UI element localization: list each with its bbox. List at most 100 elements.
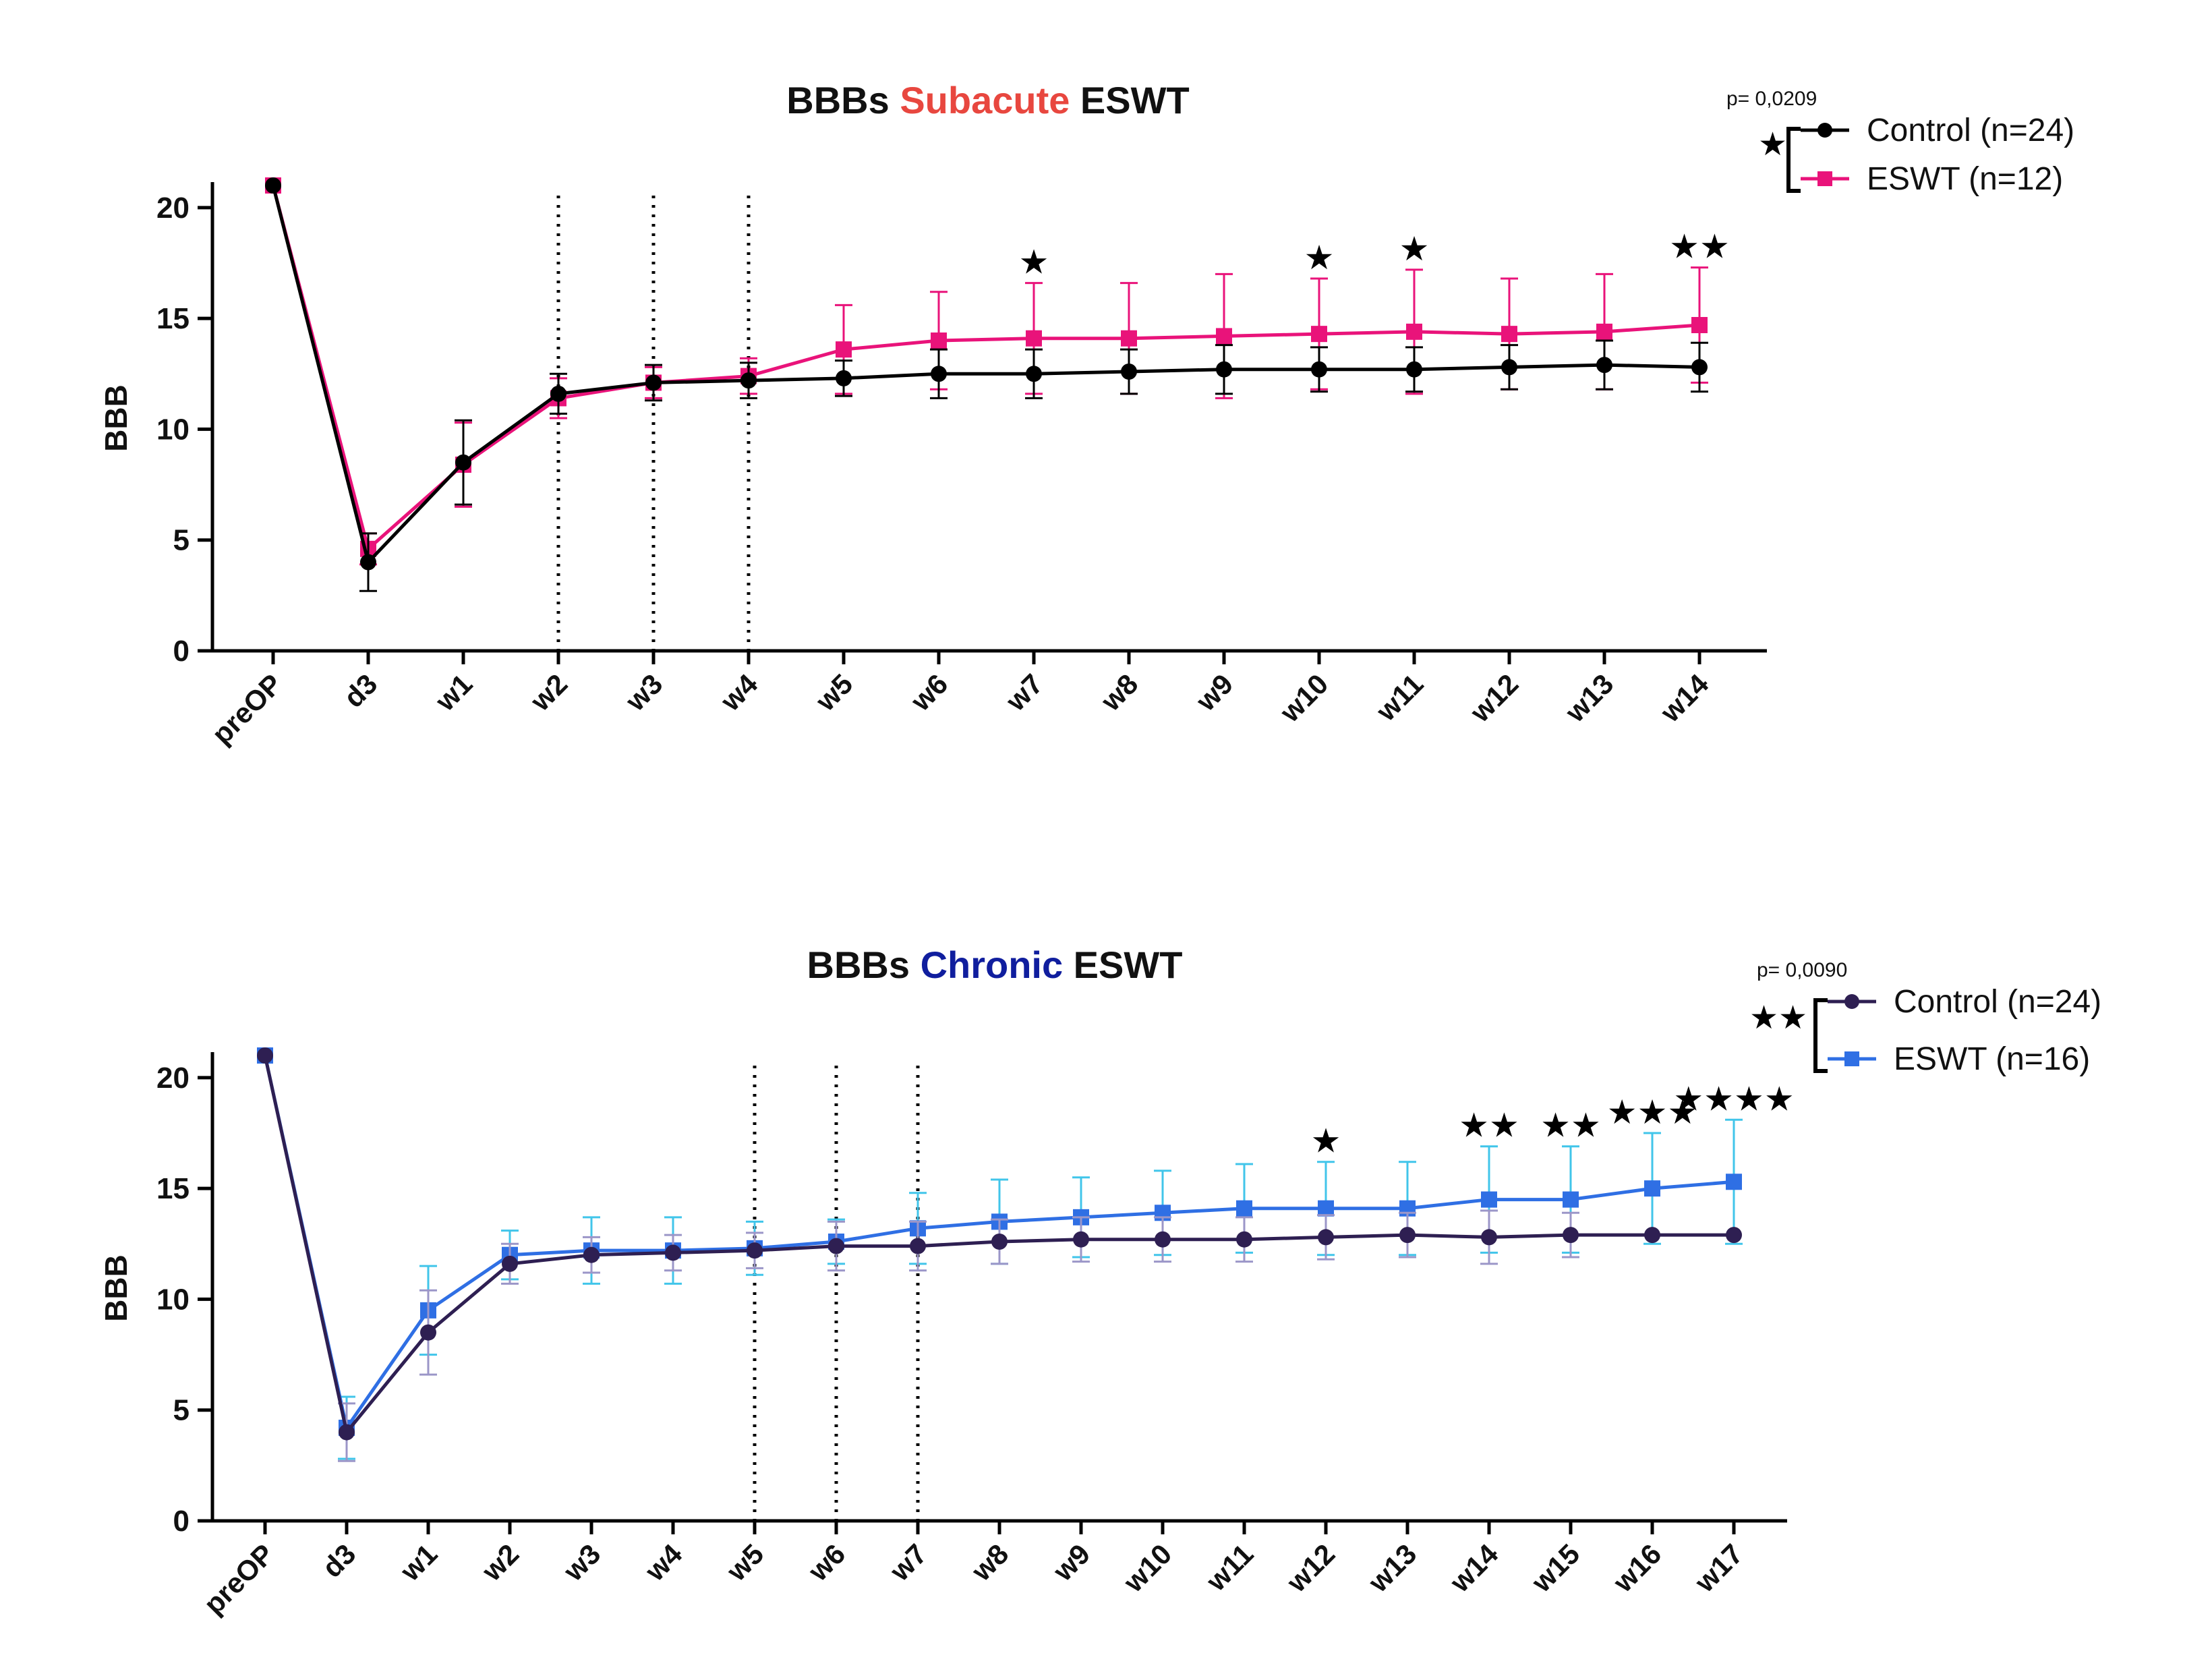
data-point xyxy=(747,1242,763,1259)
legend-label: ESWT (n=12) xyxy=(1867,161,2063,197)
significance-stars: ★★★★ xyxy=(1673,1080,1794,1118)
chart-title-part: ESWT xyxy=(1070,79,1189,121)
data-point xyxy=(257,1047,273,1064)
significance-stars: ★ xyxy=(1304,239,1335,277)
data-point xyxy=(1481,1191,1497,1208)
chart-title-part: ESWT xyxy=(1063,944,1182,986)
data-point xyxy=(1026,330,1042,347)
data-point xyxy=(1026,366,1042,382)
data-point xyxy=(1399,1227,1416,1244)
y-tick-label: 0 xyxy=(173,1505,190,1538)
y-tick-label: 5 xyxy=(173,1394,190,1427)
chart-title-part: Chronic xyxy=(921,944,1064,986)
data-point xyxy=(1501,326,1517,343)
significance-stars: ★ xyxy=(1311,1122,1341,1160)
data-point xyxy=(1691,317,1708,333)
data-point xyxy=(1311,361,1327,378)
chart-title-part: Subacute xyxy=(900,79,1070,121)
data-point xyxy=(1726,1174,1742,1190)
data-point xyxy=(828,1238,844,1254)
data-point xyxy=(1644,1227,1660,1244)
y-tick-label: 15 xyxy=(156,1172,190,1205)
y-axis-label: BBB xyxy=(98,1254,134,1322)
legend-label: ESWT (n=16) xyxy=(1894,1041,2090,1077)
series-line xyxy=(271,185,1700,565)
data-point xyxy=(1481,1229,1497,1246)
data-point xyxy=(420,1324,436,1341)
data-point xyxy=(455,454,471,471)
data-point xyxy=(1691,359,1708,376)
legend-significance-stars: ★ xyxy=(1758,127,1787,163)
y-tick-label: 0 xyxy=(173,635,190,668)
data-point xyxy=(665,1244,681,1261)
data-point xyxy=(1501,359,1517,376)
data-point xyxy=(1644,1180,1660,1197)
data-point xyxy=(583,1246,600,1263)
data-point xyxy=(1726,1227,1742,1244)
data-point xyxy=(502,1255,518,1272)
data-point xyxy=(550,385,566,402)
y-tick-label: 10 xyxy=(156,413,190,446)
significance-stars: ★★ xyxy=(1669,228,1730,266)
series-control xyxy=(265,177,1708,592)
series-line xyxy=(271,185,1700,551)
significance-stars: ★ xyxy=(1019,243,1049,281)
chart-title-part: BBBs xyxy=(786,79,900,121)
series-control xyxy=(257,1047,1742,1462)
data-point xyxy=(645,374,662,391)
y-tick-label: 10 xyxy=(156,1283,190,1316)
significance-stars: ★★ xyxy=(1540,1107,1601,1145)
data-point xyxy=(1563,1191,1579,1208)
data-point xyxy=(1216,361,1232,378)
data-point xyxy=(931,332,947,349)
legend-marker xyxy=(1817,171,1832,186)
data-point xyxy=(910,1238,926,1254)
data-point xyxy=(1406,361,1422,378)
legend-label: Control (n=24) xyxy=(1894,984,2101,1020)
data-point xyxy=(1318,1200,1334,1217)
legend-significance-stars: ★★ xyxy=(1749,1000,1807,1036)
data-point xyxy=(931,366,947,382)
legend-label: Control (n=24) xyxy=(1867,113,2074,148)
y-axis-label: BBB xyxy=(98,384,134,452)
data-point xyxy=(1216,328,1232,345)
y-tick-label: 5 xyxy=(173,524,190,557)
data-point xyxy=(265,177,281,194)
data-point xyxy=(740,372,757,389)
data-point xyxy=(1121,330,1137,347)
legend: p= 0,0209 ★ Control (n=24) ESWT (n=12) xyxy=(1726,88,2074,197)
data-point xyxy=(1236,1231,1252,1248)
chart-title: BBBs Chronic ESWT xyxy=(807,944,1183,986)
data-point xyxy=(360,554,376,571)
chart-title-part: BBBs xyxy=(807,944,921,986)
legend-marker xyxy=(1817,123,1832,138)
data-point xyxy=(1596,323,1612,340)
data-point xyxy=(1318,1229,1334,1246)
data-point xyxy=(1311,326,1327,343)
legend: p= 0,0090 ★★ Control (n=24) ESWT (n=16) xyxy=(1749,959,2101,1077)
legend-bracket xyxy=(1786,127,1801,193)
data-point xyxy=(339,1424,355,1441)
data-point xyxy=(1121,364,1137,380)
significance-stars: ★ xyxy=(1399,230,1430,268)
chart-title: BBBs Subacute ESWT xyxy=(786,79,1189,121)
significance-stars: ★★ xyxy=(1459,1107,1519,1145)
legend-marker xyxy=(1844,994,1859,1009)
data-point xyxy=(1236,1200,1252,1217)
data-point xyxy=(991,1234,1008,1250)
y-tick-label: 20 xyxy=(156,192,190,225)
data-point xyxy=(1073,1231,1089,1248)
legend-p-value: p= 0,0090 xyxy=(1757,959,1847,981)
data-point xyxy=(836,341,852,358)
data-point xyxy=(1406,323,1422,340)
data-point xyxy=(1155,1231,1171,1248)
data-point xyxy=(1596,357,1612,374)
legend-bracket xyxy=(1813,998,1828,1073)
y-tick-label: 20 xyxy=(156,1062,190,1095)
legend-p-value: p= 0,0209 xyxy=(1726,88,1817,110)
significance-stars: ★★★ xyxy=(1607,1093,1697,1131)
y-tick-label: 15 xyxy=(156,302,190,335)
data-point xyxy=(1563,1227,1579,1244)
